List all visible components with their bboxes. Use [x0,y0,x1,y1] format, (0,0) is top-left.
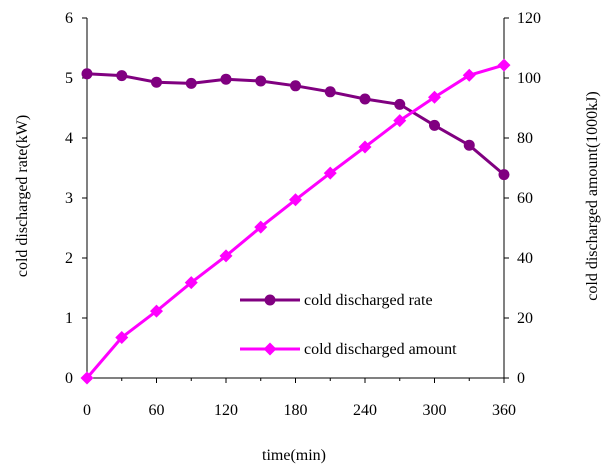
x-tick-label: 60 [149,402,165,419]
x-tick-label: 300 [423,402,447,419]
data-point-cold-discharged-amount [289,193,302,207]
y-axis-left-label: cold discharged rate(kW) [14,115,31,277]
data-point-cold-discharged-rate [81,68,93,80]
legend-label-cold-discharged-amount: cold discharged amount [304,341,457,358]
y-right-tick-label: 20 [517,310,533,327]
data-point-cold-discharged-amount [323,166,337,180]
data-point-cold-discharged-amount [358,140,372,154]
data-point-cold-discharged-rate [220,73,232,85]
data-point-cold-discharged-rate [359,93,371,105]
y-right-tick-label: 120 [517,10,541,27]
x-tick-label: 180 [284,402,308,419]
data-point-cold-discharged-amount [219,249,233,263]
data-point-cold-discharged-amount [115,331,129,344]
y-left-tick-label: 3 [65,190,73,207]
x-tick-label: 120 [214,402,238,419]
y-right-tick-label: 60 [517,190,533,207]
legend-marker-cold-discharged-rate [264,294,276,306]
y-left-tick-label: 2 [65,250,73,267]
data-point-cold-discharged-amount [497,58,511,72]
legend-label-cold-discharged-rate: cold discharged rate [304,292,433,309]
y-left-tick-label: 1 [65,310,73,327]
x-tick-label: 360 [492,402,516,419]
x-tick-label: 0 [83,402,91,419]
data-point-cold-discharged-rate [394,98,406,110]
y-right-tick-label: 100 [517,70,541,87]
y-right-tick-label: 80 [517,130,533,147]
y-axis-right-label: cold discharged amount(1000kJ) [584,91,601,300]
data-point-cold-discharged-rate [255,75,267,87]
data-point-cold-discharged-rate [463,139,475,151]
data-point-cold-discharged-amount [462,68,476,82]
data-point-cold-discharged-rate [429,119,440,131]
series-line-cold-discharged-amount [85,63,505,379]
x-axis-label: time(min) [262,447,326,464]
y-left-tick-label: 5 [65,70,73,87]
y-left-tick-label: 0 [65,370,73,387]
legend-marker-cold-discharged-amount [263,342,277,356]
data-point-cold-discharged-rate [324,86,336,98]
data-point-cold-discharged-amount [254,220,268,234]
data-point-cold-discharged-rate [498,169,510,181]
x-tick-label: 240 [353,402,377,419]
data-point-cold-discharged-rate [116,70,128,82]
data-point-cold-discharged-amount [150,304,163,318]
data-point-cold-discharged-rate [151,76,162,88]
data-point-cold-discharged-amount [184,276,198,290]
y-left-tick-label: 4 [65,130,73,147]
series-layer [80,58,511,385]
data-point-cold-discharged-amount [80,371,94,385]
data-point-cold-discharged-rate [290,80,301,92]
data-point-cold-discharged-amount [428,90,441,104]
y-right-tick-label: 40 [517,250,533,267]
y-left-tick-label: 6 [65,10,73,27]
y-right-tick-label: 0 [517,370,525,387]
legend: cold discharged rate cold discharged amou… [240,292,457,358]
data-point-cold-discharged-rate [185,77,197,89]
data-point-cold-discharged-amount [393,114,407,128]
